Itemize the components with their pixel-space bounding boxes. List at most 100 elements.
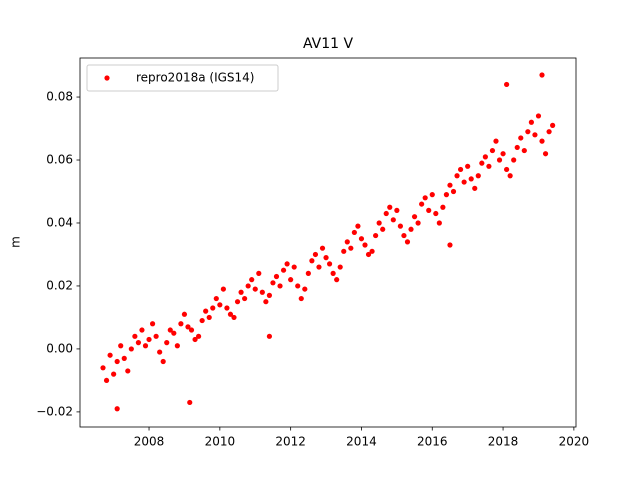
- data-point: [472, 185, 478, 191]
- data-point: [210, 305, 216, 311]
- data-point: [440, 204, 446, 210]
- data-point: [429, 192, 435, 198]
- data-point: [390, 217, 396, 223]
- data-point: [224, 305, 230, 311]
- data-point: [121, 355, 127, 361]
- data-point: [142, 343, 149, 349]
- data-point: [114, 406, 120, 412]
- data-point: [475, 173, 481, 179]
- data-point: [528, 119, 534, 125]
- x-tick-label: 2014: [346, 435, 377, 449]
- data-point: [355, 223, 361, 229]
- y-tick-label: 0.00: [46, 341, 73, 355]
- data-point: [504, 166, 510, 173]
- data-point: [185, 324, 191, 330]
- data-point: [135, 340, 142, 346]
- data-point: [419, 201, 425, 207]
- y-tick-label: 0.08: [46, 90, 73, 104]
- data-point: [436, 220, 442, 226]
- data-point: [394, 207, 400, 213]
- data-point: [518, 135, 524, 141]
- data-point: [295, 283, 301, 289]
- data-point: [146, 336, 152, 343]
- data-point: [187, 399, 193, 406]
- data-point: [234, 299, 241, 305]
- data-point: [203, 308, 209, 314]
- data-point: [263, 299, 269, 305]
- data-point: [107, 352, 113, 358]
- data-point: [365, 251, 372, 258]
- chart-title: AV11 V: [303, 36, 354, 52]
- data-point: [404, 239, 411, 245]
- data-point: [164, 340, 170, 346]
- data-point: [408, 226, 414, 232]
- data-point: [461, 179, 467, 185]
- data-point: [376, 220, 382, 226]
- data-point: [167, 327, 173, 333]
- x-tick-label: 2012: [275, 435, 306, 449]
- data-point: [128, 346, 134, 352]
- data-point: [157, 349, 163, 355]
- data-point: [174, 343, 180, 349]
- data-point: [411, 214, 418, 220]
- data-point: [482, 154, 488, 160]
- data-point: [337, 264, 343, 270]
- data-point: [489, 147, 496, 154]
- data-point: [139, 327, 145, 333]
- data-point: [231, 314, 237, 321]
- data-point: [192, 336, 198, 343]
- data-point: [323, 255, 329, 261]
- data-point: [160, 358, 166, 365]
- data-point: [496, 157, 503, 163]
- data-point: [288, 277, 294, 283]
- data-point: [111, 371, 117, 377]
- data-point: [447, 182, 453, 188]
- data-point: [266, 333, 273, 339]
- data-point: [103, 377, 110, 384]
- y-tick-label: 0.04: [46, 215, 73, 229]
- data-point: [550, 122, 556, 128]
- data-point: [259, 289, 265, 295]
- data-point: [149, 321, 156, 327]
- axes-frame: [79, 57, 577, 428]
- data-point: [305, 270, 311, 276]
- data-point: [479, 160, 485, 166]
- y-tick-label: 0.02: [46, 278, 73, 292]
- data-point: [326, 261, 333, 267]
- data-point: [535, 113, 542, 119]
- data-point: [351, 229, 357, 236]
- data-point: [373, 232, 379, 239]
- data-point: [341, 248, 347, 254]
- data-point: [344, 239, 350, 245]
- x-tick-label: 2008: [134, 435, 165, 449]
- data-point: [280, 267, 287, 273]
- data-point: [213, 295, 219, 302]
- legend-box: [86, 64, 279, 92]
- data-point: [493, 138, 499, 144]
- data-point: [532, 132, 538, 138]
- data-point: [249, 277, 255, 283]
- data-point: [312, 251, 319, 258]
- data-point: [539, 72, 545, 78]
- data-point: [309, 258, 315, 264]
- data-point: [291, 264, 297, 270]
- data-point: [220, 286, 226, 292]
- data-point: [358, 236, 365, 242]
- data-point: [270, 280, 276, 286]
- data-point: [422, 195, 428, 201]
- data-point: [273, 273, 280, 280]
- data-point: [242, 295, 248, 302]
- data-point: [511, 157, 517, 163]
- data-point: [521, 147, 527, 154]
- data-point: [542, 151, 549, 157]
- data-point: [114, 358, 120, 365]
- data-point: [369, 248, 375, 254]
- data-point: [132, 333, 138, 339]
- data-point: [256, 270, 262, 276]
- data-point: [539, 138, 545, 144]
- data-point: [348, 245, 354, 251]
- y-tick-label: 0.06: [46, 153, 73, 167]
- data-point: [100, 365, 106, 371]
- x-tick-label: 2010: [205, 435, 236, 449]
